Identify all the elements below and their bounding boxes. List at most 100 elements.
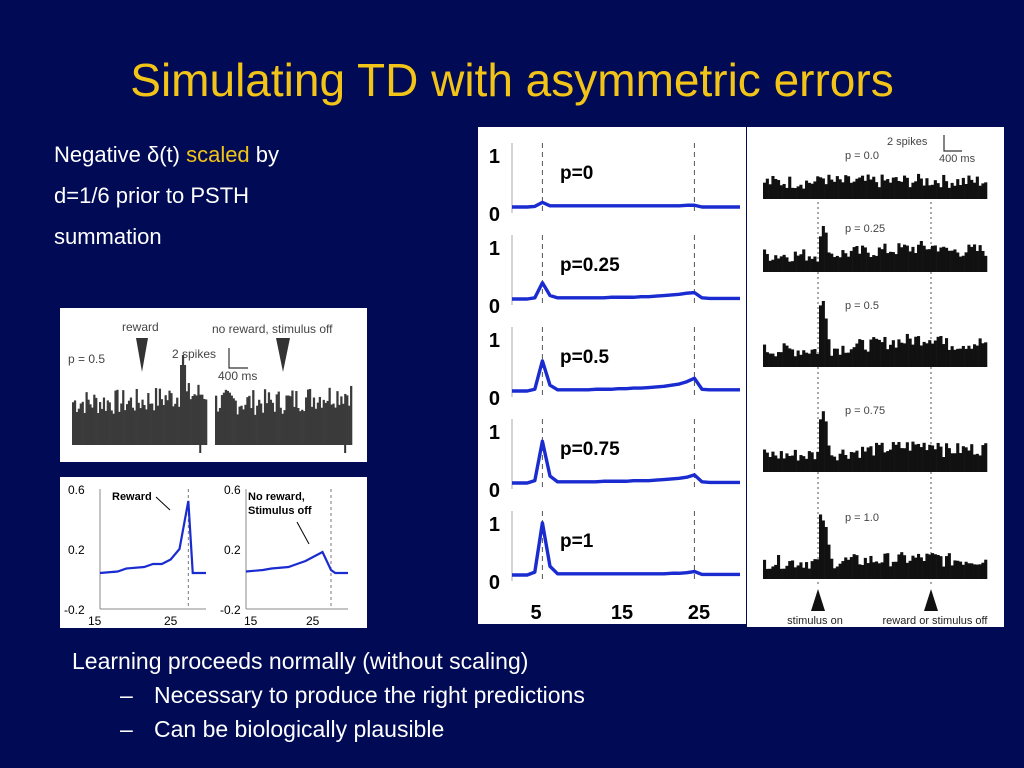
rec-bar [978, 185, 982, 199]
model-panel-label: p=1 [560, 531, 594, 552]
psth-left-bar [108, 402, 111, 445]
rec-bar [799, 455, 803, 472]
rec-bar [866, 174, 870, 199]
rec-bar [807, 256, 811, 272]
psth-left-bar [114, 390, 117, 445]
delta-left-xtick-15: 15 [88, 614, 102, 628]
rec-bar [779, 451, 783, 472]
delta-right-xtick-15: 15 [244, 614, 258, 628]
rec-bar [847, 559, 851, 579]
rec-bar [886, 451, 890, 472]
delta-right-ytick-bot: -0.2 [220, 603, 241, 617]
rec-bar [863, 247, 867, 272]
psth-left-histogram [72, 355, 208, 453]
rec-bar [931, 553, 935, 579]
rec-bar [883, 452, 887, 472]
psth-left-bar [110, 410, 113, 445]
rec-bar [953, 453, 957, 472]
psth-right-bar [320, 407, 323, 445]
rec-bar [919, 345, 923, 367]
rec-bar [830, 455, 834, 472]
rec-bar [956, 252, 960, 272]
rec-bar [928, 444, 932, 472]
rec-bar [897, 442, 901, 472]
rec-bar [765, 568, 769, 579]
psth-left-bar [160, 399, 163, 445]
psth-left-bar [93, 394, 96, 445]
rec-bar [933, 449, 937, 472]
psth-right-bar [283, 410, 286, 445]
rec-bar [847, 458, 851, 472]
rec-bar [886, 349, 890, 367]
rec-bar [905, 245, 909, 272]
psth-left-bar [195, 395, 198, 445]
rec-bar [931, 184, 935, 199]
psth-right-bar [254, 414, 257, 445]
rec-bar [928, 554, 932, 579]
psth-left-bar [127, 400, 131, 445]
model-series [512, 200, 740, 209]
psth-small-svg: reward no reward, stimulus off p = 0.5 2… [68, 320, 353, 453]
psth-right-bar [265, 403, 269, 445]
rec-bar [914, 444, 918, 472]
rec-bar [824, 184, 828, 199]
psth-right-bar [232, 398, 235, 445]
psth-left-bar [83, 412, 86, 445]
rec-scale-bar [943, 135, 962, 152]
rec-bar [889, 251, 893, 272]
psth-left-bar [145, 409, 148, 445]
model-ytick-bottom: 0 [489, 388, 500, 410]
rec-bar [970, 348, 974, 367]
rec-bar [903, 244, 907, 272]
rec-bar [763, 249, 767, 272]
model-xtick-5: 5 [530, 602, 541, 624]
psth-left-bar [135, 388, 138, 445]
psth-left-bar [156, 405, 160, 445]
rec-panel: p = 0.75 [763, 405, 988, 472]
bullet-sub-text: Necessary to produce the right predictio… [154, 682, 585, 708]
psth-left-bar [168, 390, 171, 445]
rec-bar [886, 179, 890, 199]
rec-bar [914, 181, 918, 199]
psth-left-bar [191, 395, 194, 445]
rec-bar [975, 453, 979, 472]
rec-bar [796, 565, 800, 579]
model-psth-panels: 1 0 p=0 1 0 p=0.25 1 0 p=0.5 1 0 p=0.75 1 0 p=1 [489, 143, 740, 594]
rec-bar [763, 344, 767, 367]
delta-left-xtick-25: 25 [164, 614, 178, 628]
rec-bar [785, 565, 789, 579]
reward-off-label: reward or stimulus off [883, 615, 989, 627]
rec-bar [796, 255, 800, 272]
model-ytick-bottom: 0 [489, 480, 500, 502]
rec-bar [959, 256, 963, 272]
model-panel: 1 0 p=0.25 [489, 235, 740, 318]
rec-bar [919, 178, 923, 199]
psth-left-bar [143, 405, 146, 445]
rec-bar [945, 338, 949, 367]
rec-bar [838, 257, 842, 272]
delta-left-ytick-top: 0.6 [68, 483, 85, 497]
rec-bar [936, 251, 940, 272]
model-panel-label: p=0.5 [560, 347, 610, 368]
psth-right-histogram [215, 385, 353, 453]
rec-bar [889, 344, 893, 367]
rec-bar [779, 185, 783, 199]
rec-bar [816, 176, 820, 199]
rec-panel: p = 0.25 [763, 223, 988, 272]
intro-line-1: Negative δ(t) scaled by [54, 134, 374, 175]
rec-bar [835, 566, 839, 579]
psth-right-bar [289, 396, 292, 445]
rec-panel-label: p = 0.0 [845, 150, 879, 162]
rec-bar [956, 348, 960, 367]
rec-bar [936, 554, 940, 579]
psth-left-bar [174, 403, 177, 445]
rec-bar [841, 449, 845, 472]
psth-right-bar [308, 388, 312, 445]
rec-bar [872, 455, 876, 472]
rec-bar [765, 352, 769, 367]
rec-bar [793, 567, 797, 579]
rec-bar [911, 246, 915, 272]
rec-panel-label: p = 1.0 [845, 512, 879, 524]
rec-bar [799, 254, 803, 272]
bullet-dash: – [120, 682, 133, 708]
